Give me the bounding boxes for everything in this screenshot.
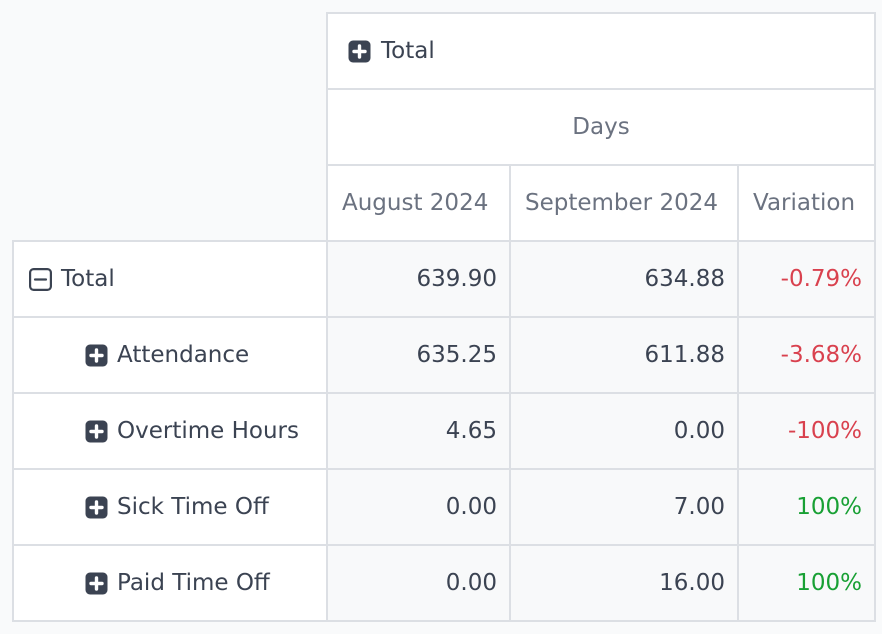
cell-variation: 100% [736,544,877,622]
expand-column-plus-square-icon[interactable] [348,40,371,63]
cell-variation: -100% [736,392,877,470]
cell-value: 0.00 [326,544,511,622]
row-label: Attendance [117,342,250,368]
cell-variation: -3.68% [736,316,877,394]
cell-value: 611.88 [509,316,739,394]
cell-value: 4.65 [326,392,511,470]
column-header-august-2024[interactable]: August 2024 [326,164,511,242]
cell-value: 639.90 [326,240,511,318]
row-label: Paid Time Off [117,570,270,596]
column-header-september-2024[interactable]: September 2024 [509,164,739,242]
pivot-row-paid-time-off: Paid Time Off 0.00 16.00 100% [12,544,877,622]
expand-row-plus-square-icon[interactable] [85,572,108,595]
pivot-row-total: Total 639.90 634.88 -0.79% [12,240,877,318]
cell-value: 0.00 [509,392,739,470]
expand-row-plus-square-icon[interactable] [85,496,108,519]
pivot-row-overtime-hours: Overtime Hours 4.65 0.00 -100% [12,392,877,470]
cell-variation: -0.79% [736,240,877,318]
cell-variation: 100% [736,468,877,546]
row-label: Sick Time Off [117,494,269,520]
row-label: Total [61,266,115,292]
expand-row-plus-square-icon[interactable] [85,420,108,443]
row-header-attendance[interactable]: Attendance [12,316,328,394]
cell-value: 634.88 [509,240,739,318]
row-header-total[interactable]: Total [12,240,328,318]
row-header-paid-time-off[interactable]: Paid Time Off [12,544,328,622]
pivot-table: Total Days August 2024 September 2024 Va… [12,12,877,622]
pivot-row-attendance: Attendance 635.25 611.88 -3.68% [12,316,877,394]
cell-value: 0.00 [326,468,511,546]
cell-value: 7.00 [509,468,739,546]
column-group-label: Total [381,38,435,64]
row-label: Overtime Hours [117,418,299,444]
column-group-header-total[interactable]: Total [325,12,877,90]
corner-spacer [13,13,327,241]
collapse-row-minus-square-icon[interactable] [29,267,52,291]
pivot-row-sick-time-off: Sick Time Off 0.00 7.00 100% [12,468,877,546]
expand-row-plus-square-icon[interactable] [85,344,108,367]
cell-value: 16.00 [509,544,739,622]
column-header-variation[interactable]: Variation [736,164,877,242]
cell-value: 635.25 [326,316,511,394]
row-header-overtime-hours[interactable]: Overtime Hours [12,392,328,470]
measure-header-days[interactable]: Days [325,88,877,166]
row-header-sick-time-off[interactable]: Sick Time Off [12,468,328,546]
